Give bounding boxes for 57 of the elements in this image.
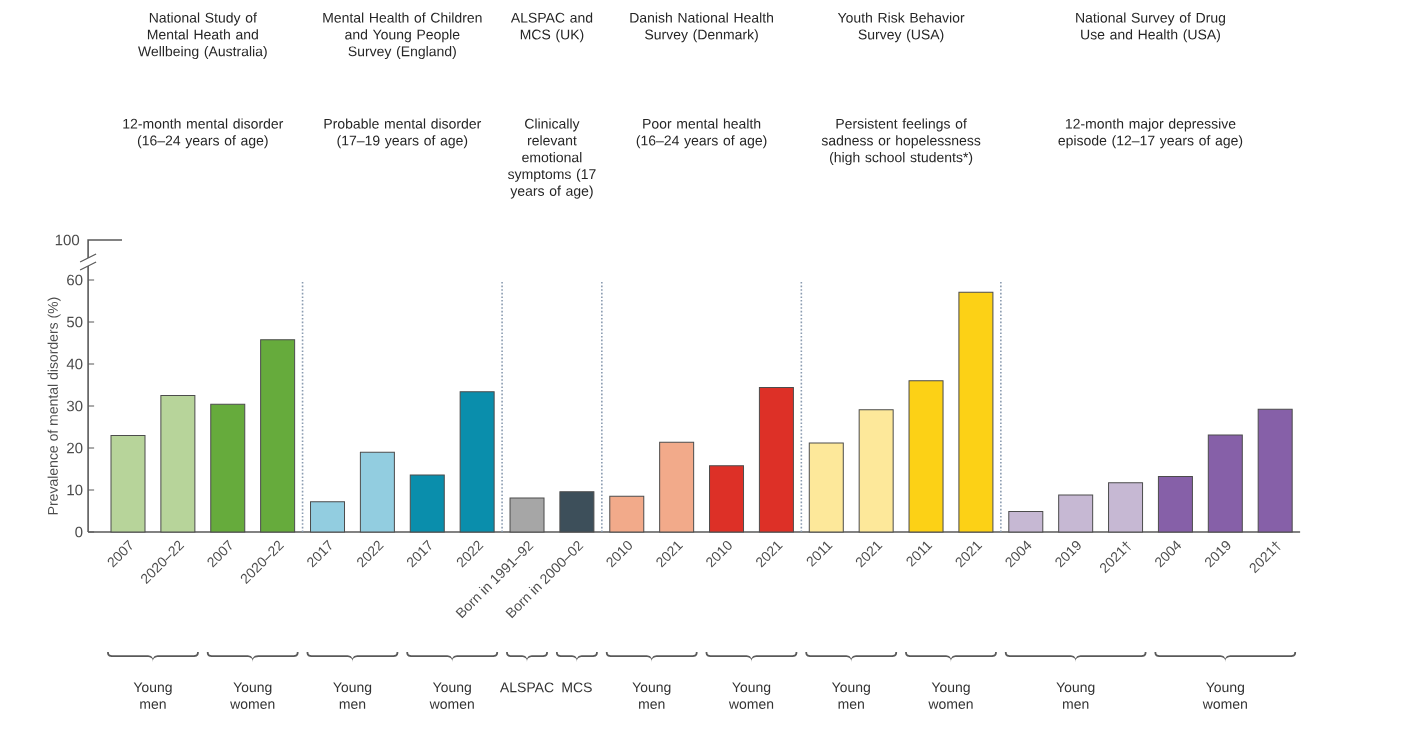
bar	[1108, 482, 1144, 533]
text: Poor mental health (16–24 years of age)	[636, 118, 767, 149]
bar	[260, 339, 296, 533]
bar	[310, 501, 346, 533]
bar	[609, 495, 645, 533]
text: Persistent feelings of sadness or hopelessness (high school students*)	[821, 118, 981, 166]
text: Clinically relevant emotional symptoms (17 years of age)	[507, 118, 596, 199]
text: Danish National Health Survey (Denmark)	[630, 12, 773, 43]
text: Young women	[928, 682, 973, 709]
y-tick-label: 60	[67, 274, 83, 286]
text: 100	[55, 234, 80, 246]
bar	[409, 474, 445, 533]
bar	[958, 291, 994, 533]
text: National Survey of Drug Use and Health (USA)	[1076, 12, 1226, 43]
text: MCS	[562, 682, 592, 693]
bar	[908, 380, 944, 533]
bar	[1257, 408, 1293, 533]
text: ALSPAC and MCS (UK)	[510, 12, 593, 43]
bar	[359, 451, 395, 533]
bar	[758, 387, 794, 533]
y-tick-label: 20	[67, 442, 83, 454]
bar	[1058, 494, 1094, 533]
bar	[1207, 434, 1243, 533]
text: Young women	[728, 682, 774, 709]
y-axis-title: Prevalence of mental disorders (%)	[47, 297, 61, 515]
text: Young men	[831, 682, 870, 709]
bar	[160, 395, 196, 533]
text: Young women	[1202, 682, 1247, 709]
text: Probable mental disorder (17–19 years of age)	[324, 118, 482, 149]
bar	[858, 409, 894, 533]
bar	[110, 434, 146, 533]
bar	[808, 442, 844, 533]
y-tick-label: 10	[67, 484, 83, 496]
text: Young women	[230, 682, 275, 709]
bar	[559, 491, 595, 533]
text: Young women	[429, 682, 474, 709]
text: National Study of Mental Heath and Wellbeing (Australia)	[138, 12, 267, 60]
text: Young men	[333, 682, 372, 709]
text: 12-month major depressive episode (12–17 years of age)	[1058, 118, 1243, 149]
bar	[659, 441, 695, 533]
y-tick-label: 40	[66, 358, 83, 370]
text: 12-month mental disorder (16–24 years of age)	[123, 118, 284, 149]
text: Young men	[1056, 682, 1095, 709]
text: ALSPAC	[499, 682, 554, 693]
text: Youth Risk Behavior Survey (USA)	[837, 12, 965, 43]
bar	[1157, 476, 1193, 533]
bar	[509, 497, 545, 533]
bar	[709, 465, 745, 533]
bar	[1008, 510, 1044, 533]
bar	[210, 403, 246, 533]
y-tick-label: 30	[66, 400, 83, 412]
text: Young men	[632, 682, 671, 709]
text: Mental Health of Children and Young People Survey (England)	[323, 12, 482, 60]
y-tick-label: 0	[75, 526, 83, 538]
text: Young men	[133, 682, 172, 709]
bar	[459, 391, 495, 533]
y-tick-label: 50	[66, 316, 83, 328]
